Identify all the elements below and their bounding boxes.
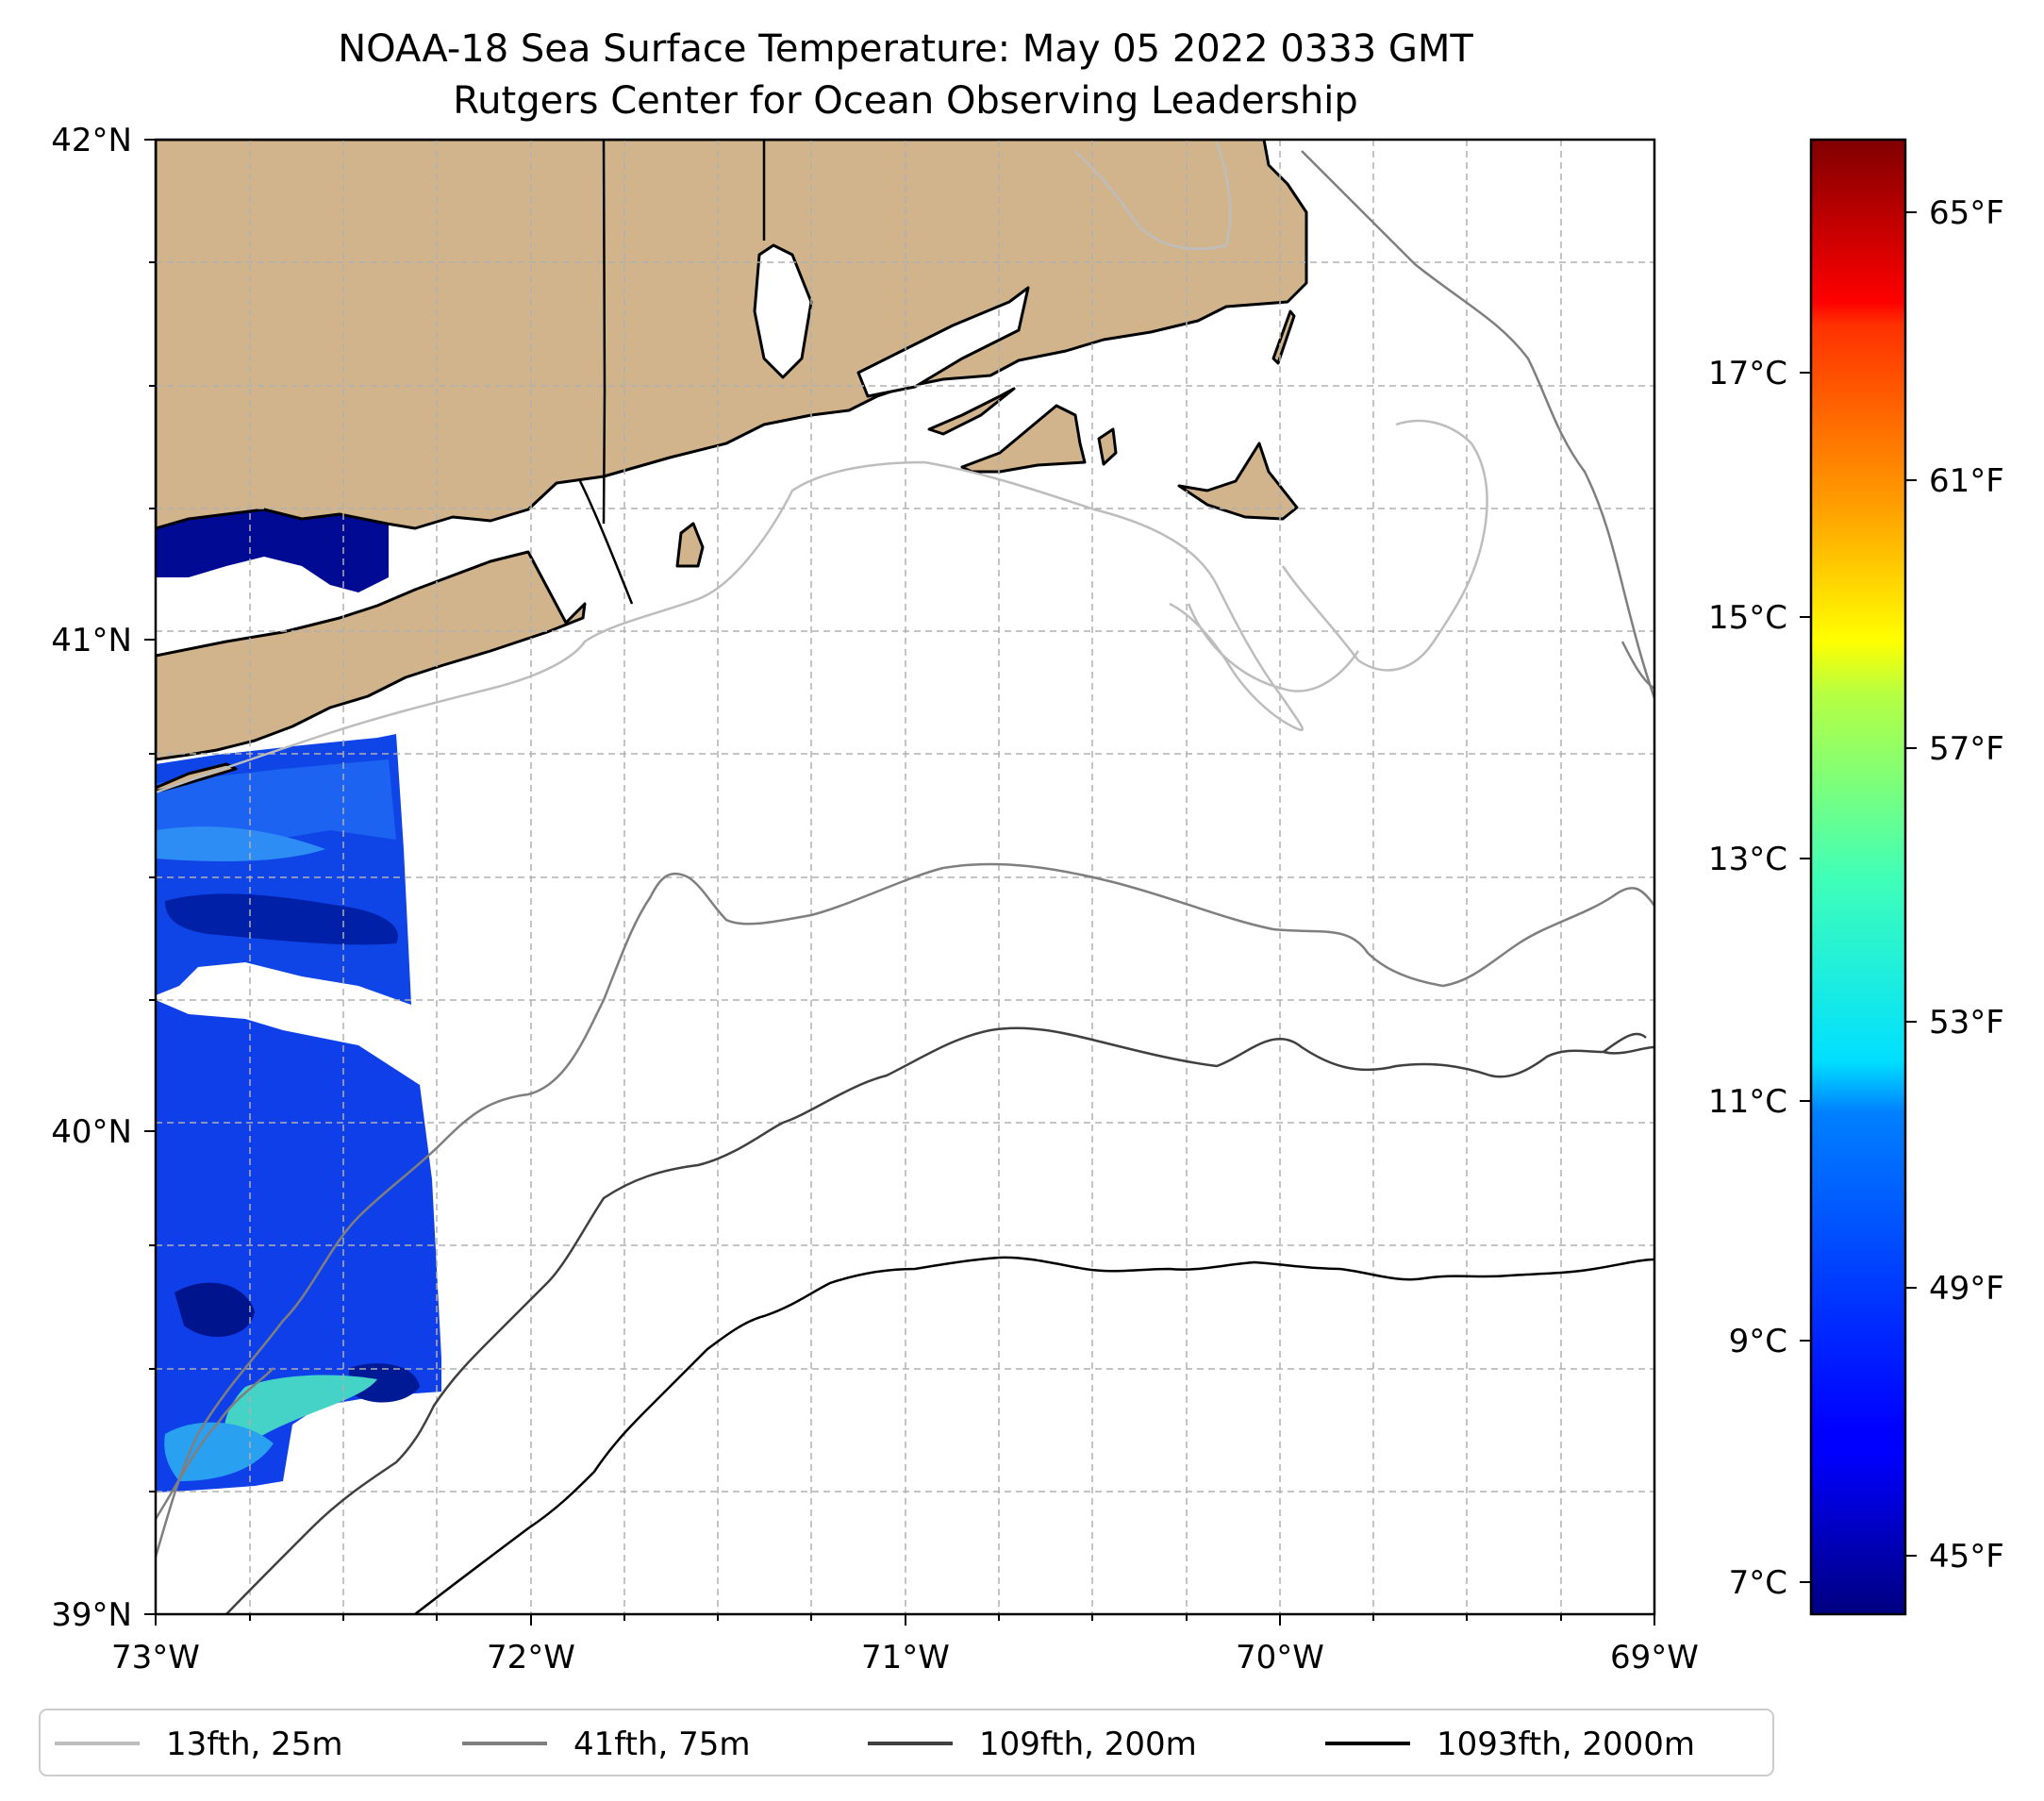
- lat-ticks: [144, 139, 156, 1615]
- land-chappaquiddick: [1097, 427, 1118, 466]
- lat-label-39n: 39°N: [51, 1596, 132, 1634]
- land-elizabeth-islands: [927, 387, 1016, 436]
- lat-label-41n: 41°N: [51, 622, 132, 659]
- gridlines: [156, 140, 1654, 1614]
- state-borders: [578, 140, 766, 605]
- land-marthas-vineyard: [960, 404, 1087, 474]
- isobath-75m: [156, 150, 1654, 1558]
- colorbar-fahrenheit-45: 45°F: [1929, 1538, 2004, 1576]
- lon-label-70w: 70°W: [1236, 1639, 1324, 1676]
- map-panel: [156, 140, 1654, 1614]
- sst-cold-band: [165, 893, 398, 945]
- lon-label-73w: 73°W: [111, 1639, 200, 1676]
- land-monomoy: [1271, 309, 1296, 365]
- lon-label-71w: 71°W: [861, 1639, 950, 1676]
- colorbar-fahrenheit-53: 53°F: [1929, 1004, 2004, 1042]
- colorbar-fahrenheit-61: 61°F: [1929, 462, 2004, 500]
- sst-warm-strip-2: [164, 1422, 274, 1481]
- chart-title-line1: NOAA-18 Sea Surface Temperature: May 05 …: [338, 27, 1473, 71]
- colorbar-fahrenheit-57: 57°F: [1929, 730, 2004, 768]
- legend-label-2000m: 1093fth, 2000m: [1437, 1726, 1695, 1763]
- colorbar-celsius-9: 9°C: [1729, 1323, 1787, 1360]
- lon-label-72w: 72°W: [487, 1639, 575, 1676]
- isobath-200m: [225, 1026, 1654, 1614]
- isobath-25m: [156, 141, 1488, 794]
- land-narragansett-water-cut: [753, 243, 813, 379]
- colorbar-gradient: [1809, 138, 1907, 1616]
- sst-cold-spot-b: [349, 1363, 420, 1403]
- sst-warm-strip: [224, 1375, 377, 1453]
- land-nantucket: [1177, 442, 1299, 521]
- sst-cold-spot-a: [174, 1282, 255, 1337]
- land-buzzards-bay-cut: [856, 286, 1030, 398]
- lat-label-42n: 42°N: [51, 122, 132, 159]
- chart-title-line2: Rutgers Center for Ocean Observing Leade…: [453, 79, 1358, 123]
- colorbar-fahrenheit-49: 49°F: [1929, 1270, 2004, 1308]
- lat-label-40n: 40°N: [51, 1113, 132, 1151]
- legend-label-25m: 13fth, 25m: [166, 1726, 343, 1763]
- lon-ticks: [155, 1614, 1655, 1626]
- land-block-island: [675, 522, 705, 568]
- isobath-legend: 13fth, 25m 41fth, 75m 109fth, 200m 1093f…: [39, 1709, 1774, 1776]
- sst-patch-long-island-sound: [156, 502, 389, 592]
- isobath-2000m: [414, 1256, 1654, 1614]
- land-northeast-mainland: [156, 140, 1308, 530]
- colorbar-celsius-17: 17°C: [1708, 355, 1787, 392]
- legend-label-200m: 109fth, 200m: [979, 1726, 1197, 1763]
- colorbar-fahrenheit-65: 65°F: [1929, 194, 2004, 232]
- colorbar-celsius-11: 11°C: [1708, 1083, 1787, 1121]
- land-long-island: [156, 550, 587, 761]
- colorbar-celsius-13: 13°C: [1708, 841, 1787, 878]
- colorbar-celsius-7: 7°C: [1729, 1564, 1787, 1602]
- legend-label-75m: 41fth, 75m: [573, 1726, 751, 1763]
- sst-light-strip: [156, 826, 325, 861]
- lon-label-69w: 69°W: [1610, 1639, 1699, 1676]
- colorbar-celsius-15: 15°C: [1708, 599, 1787, 637]
- colorbar: 17°C 15°C 13°C 11°C 9°C 7°C 65°F 61°F 57…: [1708, 138, 2004, 1616]
- land-masses: [156, 140, 1308, 792]
